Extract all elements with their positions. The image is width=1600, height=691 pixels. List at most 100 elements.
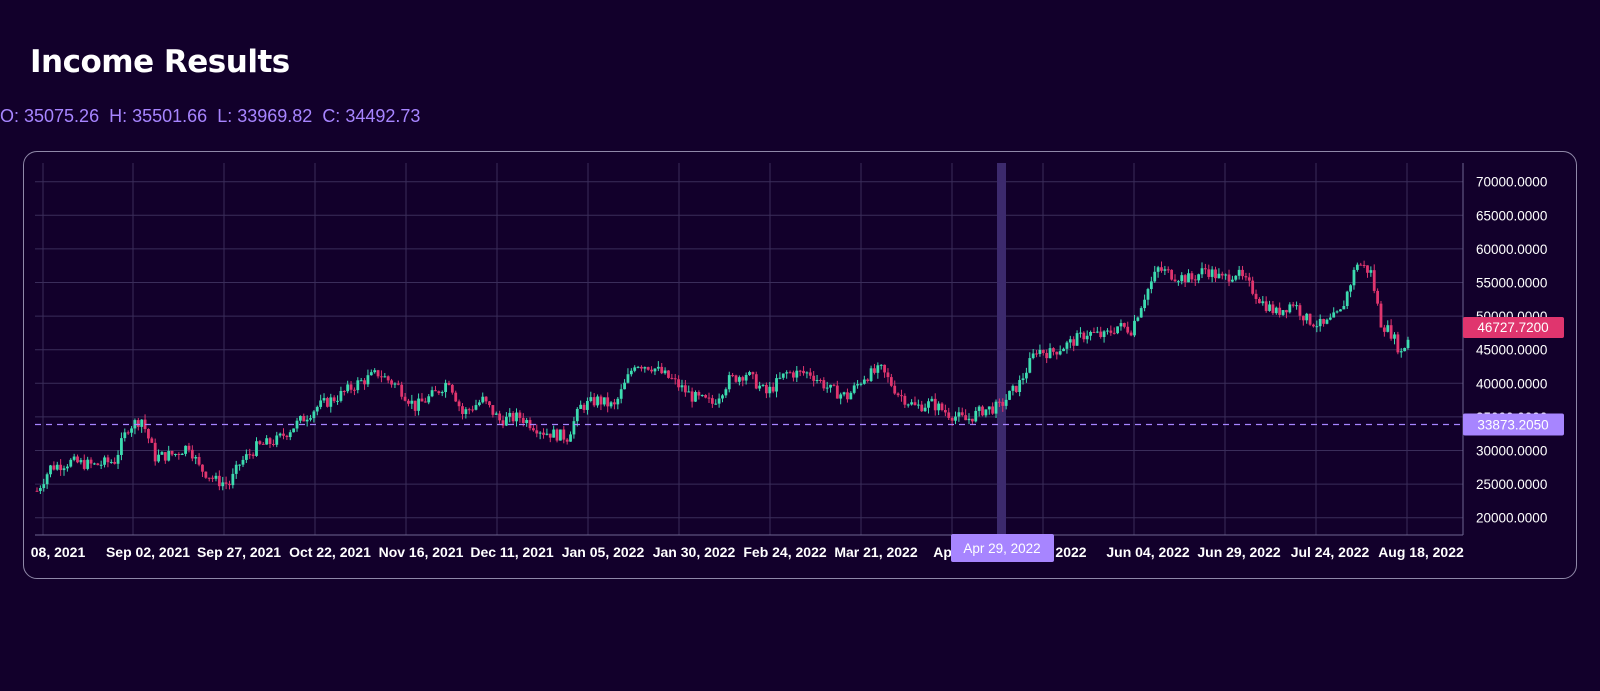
candle-body	[474, 405, 478, 410]
candle-body	[396, 383, 400, 385]
candle-body	[248, 454, 252, 456]
candle-body	[910, 402, 914, 405]
y-tick-label: 65000.0000	[1476, 208, 1547, 223]
candle-body	[994, 401, 998, 414]
candle-body	[1068, 339, 1072, 343]
candle-body	[643, 367, 647, 369]
candle-body	[822, 380, 826, 389]
candle-body	[815, 379, 819, 381]
candle-body	[477, 402, 481, 406]
candle-body	[670, 377, 674, 379]
candle-body	[1095, 331, 1099, 333]
candle-body	[1366, 265, 1369, 273]
candle-body	[62, 468, 66, 471]
candle-body	[1092, 332, 1096, 334]
candle-body	[700, 395, 704, 397]
candle-body	[832, 384, 836, 386]
candle-body	[987, 406, 991, 410]
candle-body	[1028, 358, 1032, 373]
candle-body	[1214, 269, 1217, 279]
candle-body	[1386, 325, 1390, 332]
candle-body	[42, 484, 46, 489]
candle-body	[802, 370, 805, 374]
candle-body	[113, 461, 117, 464]
candle-body	[623, 382, 626, 390]
candle-body	[900, 395, 903, 397]
candle-body	[417, 398, 420, 411]
candle-body	[1116, 326, 1119, 334]
candle-body	[194, 457, 198, 459]
candle-body	[1133, 320, 1136, 336]
candle-body	[380, 376, 383, 378]
candle-body	[1349, 285, 1352, 292]
candle-body	[721, 395, 724, 399]
candle-body	[1119, 323, 1123, 327]
candle-body	[353, 389, 356, 391]
candle-body	[359, 380, 363, 382]
candle-body	[606, 397, 610, 407]
candle-body	[1352, 269, 1356, 286]
candle-body	[501, 420, 505, 426]
candle-body	[1247, 277, 1251, 281]
candle-body	[420, 398, 424, 402]
candle-body	[626, 374, 630, 383]
candle-body	[596, 396, 599, 406]
candle-body	[1399, 351, 1403, 353]
candle-body	[258, 441, 262, 444]
candle-body	[835, 385, 839, 399]
candle-body	[386, 376, 390, 381]
candle-body	[1268, 304, 1271, 311]
candle-body	[69, 459, 73, 467]
candle-body	[923, 407, 927, 412]
candle-body	[1109, 330, 1113, 333]
candle-body	[1274, 307, 1278, 314]
y-tick-label: 40000.0000	[1476, 376, 1547, 391]
candle-body	[167, 450, 171, 461]
candle-body	[349, 384, 353, 390]
candle-body	[1139, 308, 1143, 318]
candle-body	[690, 391, 694, 402]
page-title: Income Results	[30, 44, 290, 80]
y-tick-label: 30000.0000	[1476, 444, 1547, 459]
candle-body	[792, 372, 795, 378]
candle-body	[238, 464, 242, 466]
candle-body	[1122, 323, 1126, 327]
candle-body	[741, 377, 745, 381]
candle-body	[1153, 271, 1157, 282]
candle-body	[407, 400, 410, 404]
ohlc-high: H: 35501.66	[109, 106, 208, 126]
candle-body	[157, 454, 160, 462]
candle-body	[1072, 339, 1076, 346]
candle-body	[1342, 306, 1346, 310]
candle-body	[761, 384, 765, 386]
candle-body	[1166, 269, 1170, 271]
candle-body	[1298, 305, 1302, 316]
candle-body	[1014, 385, 1018, 393]
candle-body	[1271, 304, 1275, 314]
candle-body	[403, 396, 407, 401]
candle-body	[812, 375, 816, 381]
candle-body	[187, 445, 191, 450]
candle-body	[825, 387, 829, 389]
candle-body	[1085, 335, 1089, 340]
candle-body	[1055, 351, 1059, 355]
candle-body	[126, 432, 130, 434]
candle-body	[106, 457, 110, 463]
candle-body	[1301, 315, 1305, 321]
candle-body	[1224, 274, 1228, 276]
candle-body	[535, 430, 539, 434]
candle-body	[1180, 275, 1184, 282]
candle-body	[1052, 348, 1055, 352]
candle-body	[197, 457, 201, 465]
candle-body	[950, 417, 954, 421]
candle-body	[437, 391, 441, 394]
candle-body	[447, 382, 451, 385]
candle-body	[467, 409, 471, 411]
candle-body	[511, 412, 515, 422]
x-tick-label: Jan 30, 2022	[653, 544, 736, 560]
candle-body	[930, 398, 934, 402]
candle-body	[819, 379, 822, 381]
candle-body	[1129, 332, 1133, 336]
candle-body	[1031, 353, 1035, 359]
